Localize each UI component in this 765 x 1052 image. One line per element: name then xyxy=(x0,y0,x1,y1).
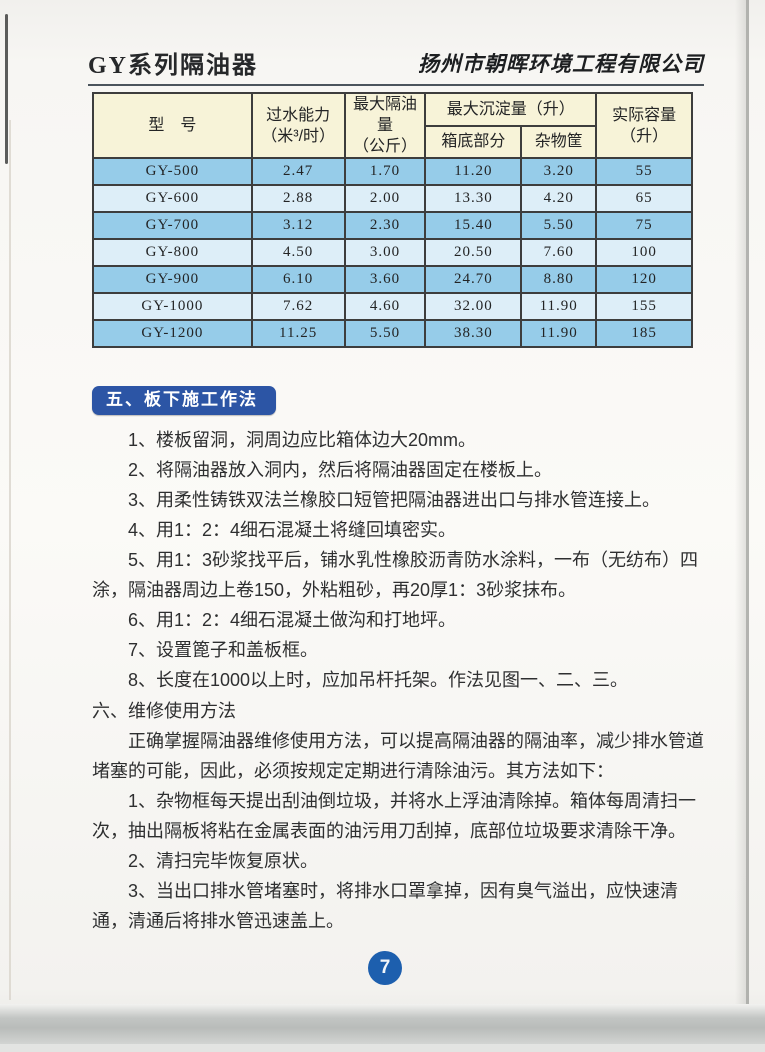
scan-edge-right-shadow xyxy=(735,0,746,1012)
table-row: GY-500 2.47 1.70 11.20 3.20 55 xyxy=(92,157,693,186)
instruction-item: 2、清扫完毕恢复原状。 xyxy=(128,851,319,871)
value-cell: 6.10 xyxy=(250,265,346,294)
section6-intro: 正确掌握隔油器维修使用方法，可以提高隔油器的隔油率，减少排水管道堵塞的可能，因此… xyxy=(92,731,704,781)
col-header-box-bottom: 箱底部分 xyxy=(424,124,523,159)
instruction-item: 1、杂物框每天提出刮油倒垃圾，并将水上浮油清除掉。箱体每周清扫一次，抽出隔板将粘… xyxy=(92,791,697,841)
table-row: GY-900 6.10 3.60 24.70 8.80 120 xyxy=(92,265,693,294)
instruction-item: 6、用1：2：4细石混凝土做沟和打地坪。 xyxy=(128,610,457,630)
value-cell: 2.30 xyxy=(343,211,427,240)
value-cell: 32.00 xyxy=(424,292,523,321)
value-cell: 55 xyxy=(595,157,693,186)
value-cell: 185 xyxy=(595,319,693,348)
value-cell: 2.88 xyxy=(250,184,346,213)
table-body: GY-500 2.47 1.70 11.20 3.20 55 GY-600 2.88 2.00 1… xyxy=(92,157,693,348)
scan-edge-bottom xyxy=(0,1004,765,1044)
instruction-item: 4、用1：2：4细石混凝土将缝回填密实。 xyxy=(128,520,457,540)
value-cell: 155 xyxy=(595,292,693,321)
instruction-item: 1、楼板留洞，洞周边应比箱体边大20mm。 xyxy=(128,430,477,450)
spec-table-header: 型 号 过水能力 （米³/时） 最大隔油量 （公斤） 最大沉淀量（升） 实际容量… xyxy=(92,92,693,159)
model-cell: GY-700 xyxy=(92,211,253,240)
value-cell: 24.70 xyxy=(424,265,523,294)
value-cell: 4.60 xyxy=(343,292,427,321)
section5-instruction-list: 1、楼板留洞，洞周边应比箱体边大20mm。 2、将隔油器放入洞内，然后将隔油器固定… xyxy=(92,425,708,695)
scan-edge-left xyxy=(9,120,11,1000)
section6-heading: 六、维修使用方法 xyxy=(92,701,236,721)
section5-title-badge: 五、板下施工作法 xyxy=(92,386,276,415)
section6-instruction-list: 1、杂物框每天提出刮油倒垃圾，并将水上浮油清除掉。箱体每周清扫一次，抽出隔板将粘… xyxy=(92,786,708,936)
page-header: GY系列隔油器 扬州市朝晖环境工程有限公司 xyxy=(88,44,704,86)
model-cell: GY-900 xyxy=(92,265,253,294)
model-cell: GY-800 xyxy=(92,238,253,267)
value-cell: 11.25 xyxy=(250,319,346,348)
value-cell: 20.50 xyxy=(424,238,523,267)
value-cell: 8.80 xyxy=(520,265,598,294)
spec-table: 型 号 过水能力 （米³/时） 最大隔油量 （公斤） 最大沉淀量（升） 实际容量… xyxy=(92,92,693,348)
value-cell: 120 xyxy=(595,265,693,294)
value-cell: 5.50 xyxy=(520,211,598,240)
table-row: GY-1000 7.62 4.60 32.00 11.90 155 xyxy=(92,292,693,321)
table-row: GY-800 4.50 3.00 20.50 7.60 100 xyxy=(92,238,693,267)
instruction-item: 3、当出口排水管堵塞时，将排水口罩拿掉，因有臭气溢出，应快速清通，清通后将排水管… xyxy=(92,881,679,931)
value-cell: 11.90 xyxy=(520,292,598,321)
page-number: 7 xyxy=(379,957,391,978)
col-header-actual-capacity: 实际容量 （升） xyxy=(595,92,693,159)
instruction-item: 7、设置篦子和盖板框。 xyxy=(128,640,319,660)
value-cell: 11.90 xyxy=(520,319,598,348)
value-cell: 5.50 xyxy=(343,319,427,348)
scan-edge-right xyxy=(746,0,749,1012)
model-cell: GY-1200 xyxy=(92,319,253,348)
scan-edge-left-dark xyxy=(5,14,8,164)
col-header-debris-basket: 杂物筐 xyxy=(520,124,598,159)
value-cell: 3.20 xyxy=(520,157,598,186)
model-cell: GY-600 xyxy=(92,184,253,213)
value-cell: 3.00 xyxy=(343,238,427,267)
value-cell: 4.20 xyxy=(520,184,598,213)
value-cell: 11.20 xyxy=(424,157,523,186)
table-row: GY-700 3.12 2.30 15.40 5.50 75 xyxy=(92,211,693,240)
instruction-item: 3、用柔性铸铁双法兰橡胶口短管把隔油器进出口与排水管连接上。 xyxy=(128,490,661,510)
value-cell: 2.47 xyxy=(250,157,346,186)
model-cell: GY-1000 xyxy=(92,292,253,321)
value-cell: 15.40 xyxy=(424,211,523,240)
company-name: 扬州市朝晖环境工程有限公司 xyxy=(418,51,704,76)
value-cell: 38.30 xyxy=(424,319,523,348)
value-cell: 13.30 xyxy=(424,184,523,213)
page-title: GY系列隔油器 xyxy=(88,53,258,79)
value-cell: 7.62 xyxy=(250,292,346,321)
body-content: 五、板下施工作法 1、楼板留洞，洞周边应比箱体边大20mm。 2、将隔油器放入洞内… xyxy=(92,384,708,936)
instruction-item: 2、将隔油器放入洞内，然后将隔油器固定在楼板上。 xyxy=(128,460,553,480)
scan-edge-bottom-lip xyxy=(0,1044,765,1052)
model-cell: GY-500 xyxy=(92,157,253,186)
col-header-max-sediment: 最大沉淀量（升） xyxy=(424,92,598,127)
value-cell: 2.00 xyxy=(343,184,427,213)
col-header-model: 型 号 xyxy=(92,92,253,159)
col-header-flow-capacity: 过水能力 （米³/时） xyxy=(250,92,346,159)
value-cell: 65 xyxy=(595,184,693,213)
page-number-badge: 7 xyxy=(368,951,402,985)
table-row: GY-1200 11.25 5.50 38.30 11.90 185 xyxy=(92,319,693,348)
value-cell: 3.12 xyxy=(250,211,346,240)
value-cell: 7.60 xyxy=(520,238,598,267)
instruction-item: 5、用1：3砂浆找平后，铺水乳性橡胶沥青防水涂料，一布（无纺布）四涂，隔油器周边… xyxy=(92,550,699,600)
value-cell: 1.70 xyxy=(343,157,427,186)
value-cell: 75 xyxy=(595,211,693,240)
value-cell: 100 xyxy=(595,238,693,267)
instruction-item: 8、长度在1000以上时，应加吊杆托架。作法见图一、二、三。 xyxy=(128,670,629,690)
value-cell: 3.60 xyxy=(343,265,427,294)
table-row: GY-600 2.88 2.00 13.30 4.20 65 xyxy=(92,184,693,213)
col-header-max-oil: 最大隔油量 （公斤） xyxy=(343,92,427,159)
value-cell: 4.50 xyxy=(250,238,346,267)
